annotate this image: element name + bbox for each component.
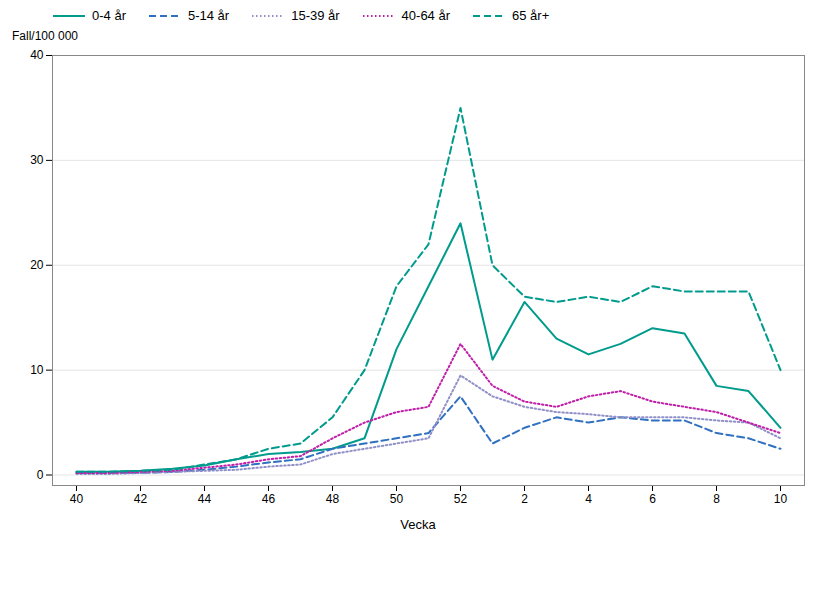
html-text:15-39 år: 15-39 år	[291, 8, 340, 23]
svg-text:10: 10	[30, 363, 44, 377]
svg-text:52: 52	[454, 492, 468, 506]
html-text:65 år+: 65 år+	[512, 8, 550, 23]
svg-text:46: 46	[262, 492, 276, 506]
svg-text:10: 10	[774, 492, 788, 506]
svg-text:48: 48	[326, 492, 340, 506]
svg-text:4: 4	[585, 492, 592, 506]
svg-text:0: 0	[37, 468, 44, 482]
svg-text:8: 8	[713, 492, 720, 506]
html-text:Fall/100 000: Fall/100 000	[12, 29, 78, 43]
html-text:40-64 år: 40-64 år	[401, 8, 450, 23]
svg-text:44: 44	[198, 492, 212, 506]
svg-text:42: 42	[134, 492, 148, 506]
svg-text:2: 2	[521, 492, 528, 506]
html-text:5-14 år: 5-14 år	[188, 8, 230, 23]
svg-text:40: 40	[30, 48, 44, 62]
svg-text:6: 6	[649, 492, 656, 506]
svg-text:40: 40	[70, 492, 84, 506]
html-text:Vecka: Vecka	[400, 517, 436, 532]
svg-text:50: 50	[390, 492, 404, 506]
html-text:0-4 år: 0-4 år	[92, 8, 126, 23]
svg-text:30: 30	[30, 153, 44, 167]
svg-text:20: 20	[30, 258, 44, 272]
